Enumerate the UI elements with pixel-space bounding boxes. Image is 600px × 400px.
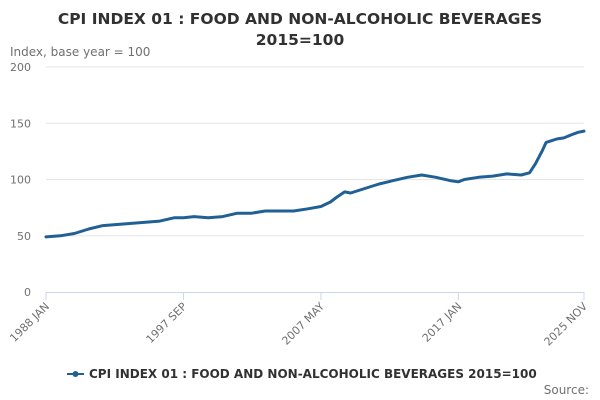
y-tick-50: 50 [17, 230, 31, 243]
source-label: Source: [544, 383, 589, 397]
y-tick-150: 150 [10, 117, 31, 130]
y-tick-100: 100 [10, 174, 31, 187]
y-tick-200: 200 [10, 61, 31, 74]
y-axis-label: Index, base year = 100 [10, 45, 150, 59]
x-tick-1: 1997 SEP [144, 300, 190, 346]
x-tick-3: 2017 JAN [420, 300, 465, 345]
chart-title-line-2: 2015=100 [256, 31, 345, 49]
x-tick-4: 2025 NOV [542, 300, 591, 349]
series-line [44, 129, 586, 239]
series-layer [44, 129, 586, 239]
x-tick-2: 2007 MAY [279, 300, 327, 348]
legend-dot-marker [72, 371, 79, 377]
y-tick-0: 0 [24, 286, 31, 299]
gridlines [46, 66, 584, 237]
y-tick-labels: 0 50 100 150 200 [10, 61, 31, 299]
chart-title-line-1: CPI INDEX 01 : FOOD AND NON-ALCOHOLIC BE… [58, 10, 542, 28]
x-tick-labels: 1988 JAN 1997 SEP 2007 MAY 2017 JAN 2025 NOV [7, 292, 590, 349]
legend-entry[interactable]: CPI INDEX 01 : FOOD AND NON-ALCOHOLIC BE… [89, 367, 537, 381]
legend[interactable]: CPI INDEX 01 : FOOD AND NON-ALCOHOLIC BE… [67, 367, 537, 381]
x-tick-0: 1988 JAN [7, 300, 52, 345]
